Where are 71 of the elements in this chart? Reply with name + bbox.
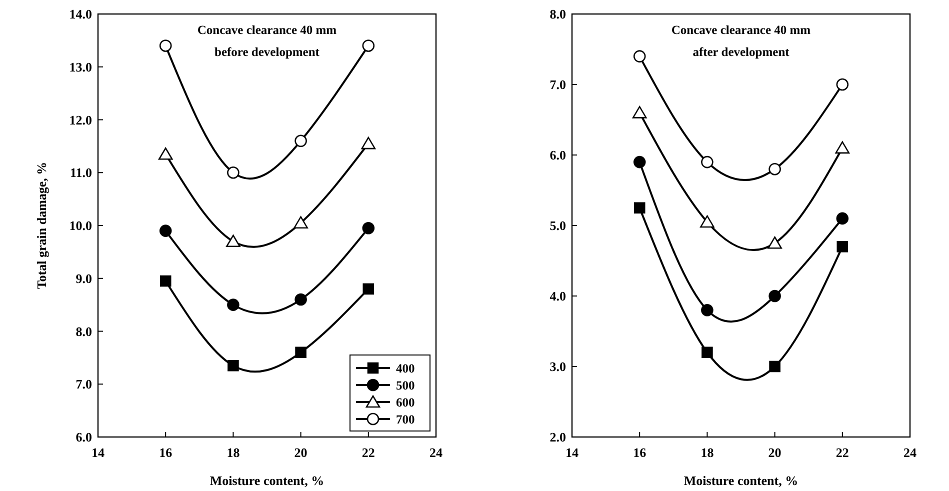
point	[701, 156, 714, 168]
point	[226, 234, 240, 248]
point	[294, 134, 307, 148]
point	[158, 147, 173, 160]
point	[361, 136, 376, 150]
point	[769, 360, 780, 372]
annotation: Concave clearance 40 mm	[671, 23, 812, 37]
point	[768, 236, 782, 249]
point	[294, 293, 307, 306]
y-tick-label: 8.0	[76, 324, 92, 339]
legend-label: 400	[396, 361, 415, 376]
annotation: before development	[214, 45, 320, 59]
point	[227, 298, 240, 311]
y-tick-label: 11.0	[70, 165, 92, 180]
x-tick-label: 22	[836, 445, 849, 460]
y-tick-label: 13.0	[69, 59, 92, 74]
y-axis-title: Total grain damage, %	[34, 162, 49, 290]
x-tick-label: 20	[294, 445, 308, 460]
x-axis-title: Moisture content, %	[684, 473, 798, 488]
x-axis-title: Moisture content, %	[210, 473, 324, 488]
point	[702, 346, 713, 358]
y-tick-label: 3.0	[550, 359, 566, 374]
y-tick-label: 12.0	[69, 112, 92, 128]
point	[700, 215, 714, 228]
point	[633, 156, 646, 168]
x-tick-label: 18	[226, 445, 240, 460]
y-tick-label: 6.0	[76, 430, 92, 445]
point	[768, 162, 781, 176]
annotation: after development	[692, 45, 790, 59]
point	[159, 40, 172, 52]
point	[633, 50, 646, 62]
y-tick-label: 2.0	[550, 430, 566, 445]
y-tick-label: 10.0	[69, 218, 92, 234]
y-tick-label: 5.0	[550, 218, 566, 234]
legend-label: 700	[396, 412, 415, 426]
x-tick-label: 24	[430, 445, 443, 460]
y-tick-label: 14.0	[69, 6, 92, 22]
point	[836, 241, 848, 252]
annotation: Concave clearance 40 mm	[197, 23, 338, 37]
x-tick-label: 24	[904, 445, 917, 460]
point	[362, 40, 375, 52]
point	[768, 290, 781, 302]
x-tick-label: 14	[566, 445, 579, 460]
y-tick-label: 7.0	[76, 376, 92, 392]
x-tick-label: 20	[768, 445, 782, 460]
x-tick-label: 18	[700, 445, 714, 460]
legend-label: 500	[396, 378, 415, 392]
point	[159, 224, 172, 237]
x-tick-label: 22	[362, 445, 375, 460]
point	[227, 166, 240, 179]
point	[836, 212, 849, 225]
y-tick-label: 7.0	[550, 77, 566, 92]
point	[836, 78, 849, 91]
x-tick-label: 16	[633, 445, 647, 460]
x-tick-label: 14	[92, 445, 105, 460]
point	[160, 275, 172, 287]
point	[362, 222, 375, 234]
point	[228, 360, 239, 372]
x-tick-label: 16	[159, 445, 173, 460]
point	[835, 141, 850, 154]
y-tick-label: 9.0	[76, 270, 92, 286]
point	[294, 216, 308, 229]
point	[632, 106, 647, 118]
y-tick-label: 8.0	[550, 6, 566, 22]
legend-label: 600	[396, 395, 415, 410]
y-tick-label: 6.0	[550, 148, 566, 163]
point	[295, 346, 306, 358]
y-tick-label: 4.0	[550, 288, 566, 304]
point	[362, 283, 374, 295]
point	[701, 304, 714, 316]
point	[634, 202, 646, 214]
